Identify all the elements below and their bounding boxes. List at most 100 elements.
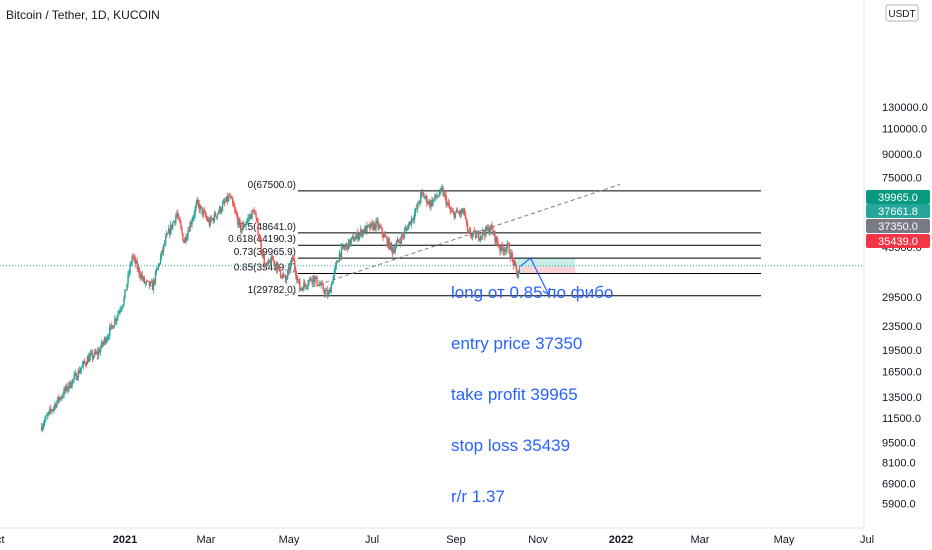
candle-body [421, 191, 423, 194]
candle-body [464, 213, 467, 220]
candle-body [106, 339, 108, 343]
price-axis[interactable]: 130000.0110000.090000.075000.063000.0510… [863, 0, 928, 528]
candle-body [435, 194, 437, 198]
candle-body [425, 196, 427, 198]
candle-body [419, 202, 421, 204]
candle-body [410, 218, 413, 225]
candle-body [64, 388, 66, 391]
candle-body [433, 198, 435, 200]
candle-body [238, 219, 240, 225]
candle-body [391, 247, 394, 254]
candle-body [401, 234, 404, 236]
candle-body [185, 237, 187, 241]
projection-arrow[interactable] [520, 257, 551, 296]
candle-body [310, 277, 312, 281]
candle-body [118, 311, 120, 314]
candle-body [174, 221, 176, 223]
take-profit-zone[interactable] [516, 258, 576, 267]
candle-body [200, 205, 202, 208]
stop-loss-zone[interactable] [516, 266, 576, 274]
trendline-dashed[interactable] [285, 183, 621, 297]
candle-body [518, 268, 521, 274]
currency-button[interactable]: USDT [885, 4, 919, 22]
time-axis[interactable]: Oct 2021 Mar May Jul Sep Nov 2022 Mar May Jul [0, 527, 874, 546]
candle-body [474, 231, 477, 238]
candle-body [50, 408, 52, 411]
candle-body [418, 202, 420, 204]
candle-body [371, 223, 373, 224]
candle-body [109, 327, 111, 337]
candle-body [59, 397, 61, 401]
trendline[interactable] [285, 183, 621, 297]
candle-body [308, 279, 310, 285]
candle-body [54, 404, 56, 407]
candle-body [270, 256, 273, 265]
candle-body [445, 195, 447, 205]
trade-note[interactable]: long от 0.85 по фибо entry price 37350 t… [451, 250, 613, 522]
candle-body [446, 202, 448, 205]
candle-body [458, 212, 461, 215]
candle-body [117, 313, 119, 318]
candle-body [470, 235, 473, 237]
candle-body [82, 361, 85, 366]
candle-body [313, 275, 315, 282]
projection-path[interactable] [520, 257, 550, 296]
candle-body [122, 304, 124, 308]
candle-body [160, 250, 163, 257]
candle-body [413, 212, 416, 220]
candle-body [482, 230, 484, 236]
time-tick-label: 2021 [113, 534, 137, 546]
candle-body [345, 243, 348, 247]
price-badges: 39965.0 37661.8 37350.0 35439.0 [866, 190, 930, 248]
candle-body [121, 307, 123, 310]
candle-body [417, 202, 419, 209]
candle-body [143, 277, 146, 284]
candle-body [81, 365, 84, 368]
candle-body [101, 341, 104, 345]
note-line: stop loss 35439 [451, 436, 571, 455]
candle-body [90, 352, 93, 354]
candle-body [333, 270, 336, 277]
candle-body [134, 257, 136, 264]
candle-body [349, 240, 352, 246]
candle-body [437, 196, 439, 198]
candle-body [432, 199, 434, 205]
candle-body [317, 284, 319, 286]
candle-body [389, 242, 391, 250]
candle-body [173, 221, 175, 223]
candle-body [222, 201, 225, 204]
candle-body [144, 282, 147, 284]
candle-body [510, 253, 512, 258]
candle-body [457, 212, 460, 214]
candle-body [364, 226, 366, 233]
price-tick-label: 6900.0 [882, 478, 916, 490]
candle-body [337, 260, 340, 263]
fibonacci-retracement[interactable]: 0(67500.0) 0.5(48641.0)0.618(44190.3) 0.73… [228, 180, 761, 297]
candle-body [136, 260, 138, 269]
time-tick-label: Nov [528, 534, 548, 546]
candle-body [304, 282, 306, 285]
candle-body [193, 214, 195, 218]
candle-body [463, 208, 466, 214]
candle-body [501, 244, 503, 248]
candle-body [41, 426, 44, 430]
candle-body [365, 226, 367, 233]
candle-body [359, 233, 361, 237]
candle-body [148, 280, 151, 287]
candle-body [269, 261, 272, 265]
candle-body [305, 284, 307, 287]
candle-body [380, 227, 382, 229]
candle-body [40, 427, 43, 430]
candle-body [196, 199, 198, 204]
candle-body [494, 231, 496, 242]
candle-body [130, 263, 132, 265]
candle-body [71, 379, 73, 387]
candle-body [60, 397, 62, 399]
candle-body [97, 350, 100, 356]
candle-body [94, 351, 97, 354]
candle-body [271, 256, 274, 260]
candle-body [315, 276, 317, 278]
time-tick-label: May [279, 534, 300, 546]
symbol-title[interactable]: Bitcoin / Tether, 1D, KUCOIN [6, 8, 160, 22]
